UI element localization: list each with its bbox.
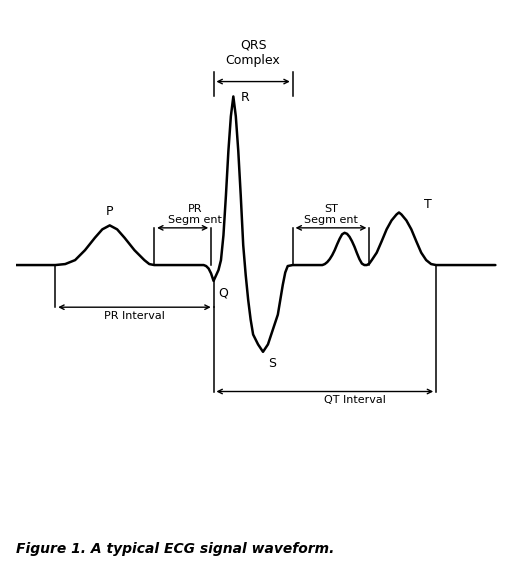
- Text: S: S: [268, 357, 276, 370]
- Text: QRS
Complex: QRS Complex: [226, 39, 280, 67]
- Text: T: T: [424, 198, 431, 211]
- Text: PR
Segm ent: PR Segm ent: [168, 204, 222, 225]
- Text: ST
Segm ent: ST Segm ent: [304, 204, 358, 225]
- Text: PR Interval: PR Interval: [104, 311, 165, 321]
- Text: Q: Q: [218, 286, 228, 299]
- Text: Figure 1. A typical ECG signal waveform.: Figure 1. A typical ECG signal waveform.: [16, 542, 334, 556]
- Text: QT Interval: QT Interval: [323, 396, 386, 405]
- Text: R: R: [241, 91, 249, 104]
- Text: P: P: [106, 205, 114, 218]
